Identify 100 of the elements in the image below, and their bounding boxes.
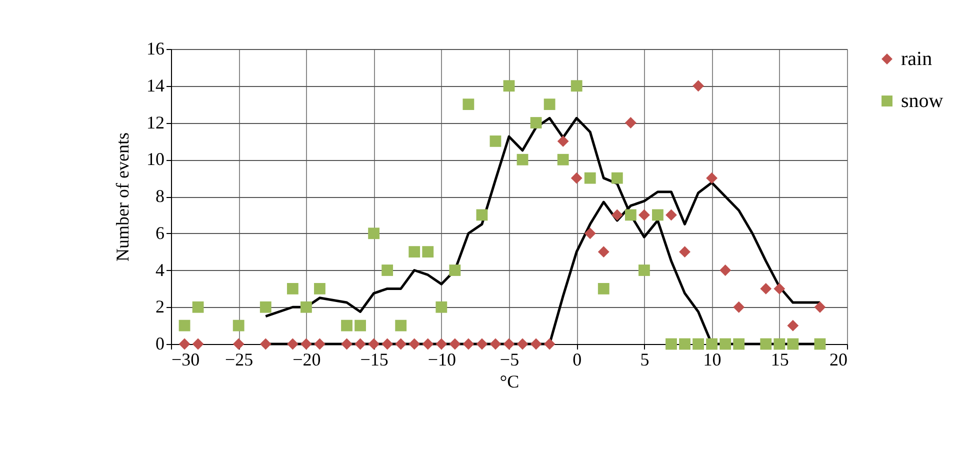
point xyxy=(422,338,434,350)
x-axis-title: °C xyxy=(500,372,520,392)
point xyxy=(720,264,732,276)
point xyxy=(395,320,407,332)
y-tick-label: 10 xyxy=(146,149,164,170)
point xyxy=(449,338,461,350)
x-tick-label: −15 xyxy=(360,350,388,370)
point xyxy=(476,209,488,221)
x-tick-label: −25 xyxy=(225,350,254,370)
y-tick-label: 8 xyxy=(156,186,164,206)
point xyxy=(611,209,623,221)
y-tick-label: 6 xyxy=(156,222,164,243)
legend-label: snow xyxy=(901,90,944,112)
point xyxy=(774,338,786,350)
y-tick-label: 4 xyxy=(156,260,164,280)
point xyxy=(760,282,772,294)
point xyxy=(814,301,826,313)
point xyxy=(544,98,556,110)
point xyxy=(341,320,352,332)
point xyxy=(462,98,474,110)
point xyxy=(570,80,582,92)
point xyxy=(692,80,704,92)
point xyxy=(260,338,272,350)
point xyxy=(679,338,690,350)
point xyxy=(666,338,677,350)
point xyxy=(300,338,312,350)
point xyxy=(584,228,596,240)
point xyxy=(503,338,515,350)
point xyxy=(395,338,407,350)
point xyxy=(557,154,569,166)
point xyxy=(408,338,420,350)
y-axis-title: Number of events xyxy=(112,132,132,262)
point xyxy=(570,172,582,184)
point xyxy=(638,209,650,221)
x-tick-label: 0 xyxy=(572,350,582,370)
point xyxy=(436,301,448,313)
y-tick-label: 12 xyxy=(146,112,164,132)
x-tick-label: 20 xyxy=(830,350,848,370)
x-tick-label: −5 xyxy=(500,350,520,370)
point xyxy=(192,338,204,350)
point xyxy=(760,338,772,350)
point xyxy=(178,320,190,332)
point xyxy=(598,282,610,294)
x-tick-label: 5 xyxy=(640,350,650,370)
point xyxy=(557,135,569,147)
point xyxy=(733,338,745,350)
point xyxy=(341,338,352,350)
point xyxy=(232,338,244,350)
point xyxy=(652,209,664,221)
x-tick-label: −20 xyxy=(292,350,321,370)
y-tick-label: 0 xyxy=(156,334,164,354)
point xyxy=(666,209,677,221)
point xyxy=(530,338,542,350)
point xyxy=(382,264,394,276)
point xyxy=(516,154,528,166)
point xyxy=(286,338,298,350)
point xyxy=(178,338,190,350)
point xyxy=(516,338,528,350)
point xyxy=(314,282,326,294)
point xyxy=(679,246,690,258)
y-tick-label: 14 xyxy=(146,75,164,96)
point xyxy=(814,338,826,350)
y-tick-label: 2 xyxy=(156,296,164,317)
point xyxy=(260,301,272,313)
point xyxy=(584,172,596,184)
x-tick-label: −10 xyxy=(428,350,456,370)
x-tick-label: −30 xyxy=(172,350,200,370)
point xyxy=(192,301,204,313)
point xyxy=(368,338,380,350)
point xyxy=(300,301,312,313)
point xyxy=(598,246,610,258)
point xyxy=(706,172,718,184)
point xyxy=(476,338,488,350)
y-tick-label: 16 xyxy=(146,38,164,58)
point xyxy=(720,338,732,350)
point xyxy=(638,264,650,276)
point xyxy=(624,209,636,221)
point xyxy=(382,338,394,350)
point xyxy=(774,282,786,294)
point xyxy=(436,338,448,350)
x-tick-label: 15 xyxy=(770,350,789,370)
legend-label: rain xyxy=(901,48,932,70)
point xyxy=(787,338,799,350)
point xyxy=(530,117,542,128)
point xyxy=(503,80,515,92)
point xyxy=(733,301,745,313)
point xyxy=(544,338,556,350)
point xyxy=(354,338,366,350)
point xyxy=(354,320,366,332)
point xyxy=(706,338,718,350)
point xyxy=(490,338,502,350)
point xyxy=(314,338,326,350)
point xyxy=(449,264,461,276)
point xyxy=(286,282,298,294)
point xyxy=(462,338,474,350)
point xyxy=(624,117,636,128)
point xyxy=(611,172,623,184)
point xyxy=(408,246,420,258)
point xyxy=(490,135,502,147)
point xyxy=(692,338,704,350)
